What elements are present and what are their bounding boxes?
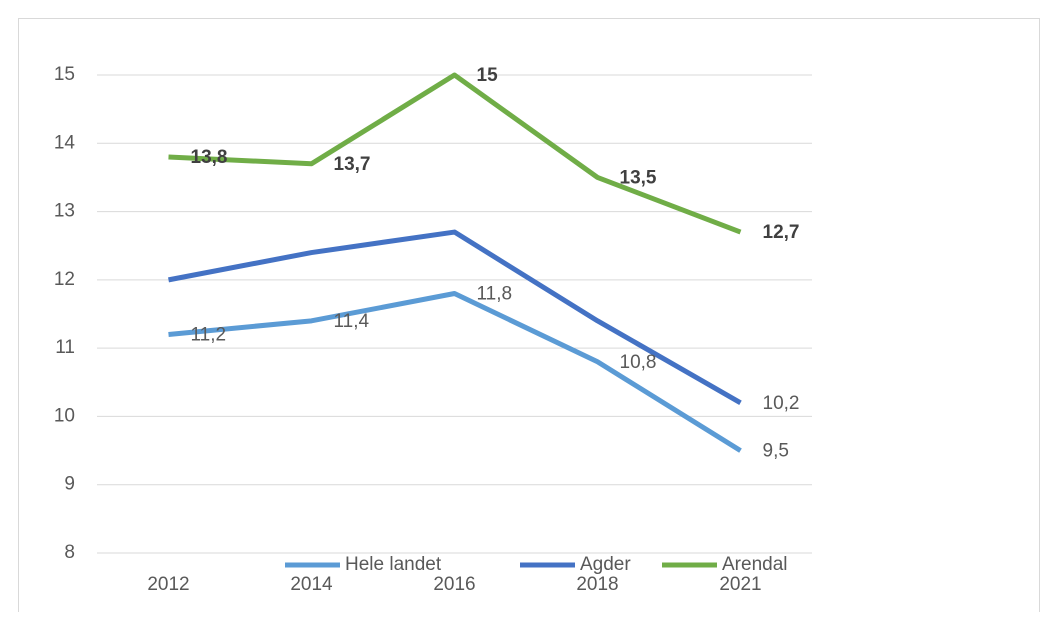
legend-label: Agder xyxy=(580,554,631,575)
y-tick-label: 15 xyxy=(54,64,75,85)
x-tick-label: 2016 xyxy=(433,574,475,595)
data-label: 15 xyxy=(477,65,499,86)
line-series xyxy=(168,229,742,405)
line-series xyxy=(168,72,742,235)
data-label: 11,4 xyxy=(334,311,370,332)
data-label: 13,5 xyxy=(620,167,657,188)
x-tick-label: 2012 xyxy=(147,574,189,595)
data-label: 9,5 xyxy=(763,441,789,462)
x-tick-label: 2021 xyxy=(719,574,761,595)
data-label: 10,8 xyxy=(620,352,657,373)
data-label: 11,8 xyxy=(477,284,513,305)
y-tick-label: 8 xyxy=(64,542,75,563)
data-label: 11,2 xyxy=(191,325,227,346)
y-tick-label: 10 xyxy=(54,405,75,426)
data-label: 13,8 xyxy=(191,147,228,168)
y-tick-label: 9 xyxy=(64,474,75,495)
chart-border xyxy=(18,18,1040,617)
x-tick-label: 2018 xyxy=(576,574,618,595)
x-tick-label: 2014 xyxy=(290,574,333,595)
line-series xyxy=(168,291,742,453)
y-tick-label: 12 xyxy=(54,269,75,290)
legend-label: Hele landet xyxy=(345,554,442,575)
data-label: 13,7 xyxy=(334,154,371,175)
data-label: 12,7 xyxy=(763,222,800,243)
y-tick-label: 11 xyxy=(55,337,75,358)
y-tick-label: 13 xyxy=(54,201,75,222)
legend-label: Arendal xyxy=(722,554,788,575)
y-tick-label: 14 xyxy=(54,132,76,153)
data-label: 10,2 xyxy=(763,393,800,414)
